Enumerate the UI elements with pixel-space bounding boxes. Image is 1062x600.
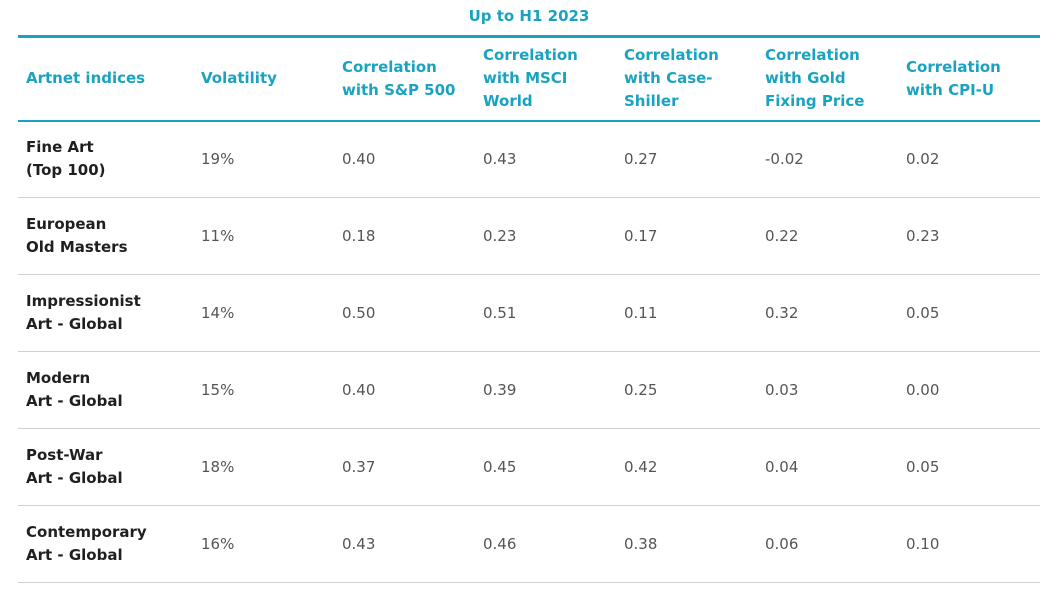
gold-fixing-cell: 0.32 <box>765 303 799 322</box>
row-name-line: Impressionist <box>26 292 141 310</box>
gold-fixing-cell: 0.22 <box>765 226 799 245</box>
table-row: Impressionist Art - Global 14% 0.50 0.51… <box>18 275 1040 352</box>
gold-fixing-cell: 0.04 <box>765 457 799 476</box>
cpi-u-cell: 0.10 <box>906 534 940 553</box>
msci-world-cell: 0.46 <box>483 534 517 553</box>
header-line: Artnet indices <box>26 69 146 88</box>
sp500-cell: 0.40 <box>342 380 376 399</box>
row-name-cell: Fine Art (Top 100) <box>18 121 193 198</box>
msci-world-cell: 0.39 <box>483 380 517 399</box>
row-name-line: Post-War <box>26 446 103 464</box>
volatility-cell: 18% <box>201 457 235 476</box>
row-name-line: Modern <box>26 369 91 387</box>
header-line: with MSCI <box>483 69 568 88</box>
msci-world-cell: 0.23 <box>483 226 517 245</box>
case-shiller-cell: 0.27 <box>624 149 658 168</box>
msci-world-cell: 0.43 <box>483 149 517 168</box>
volatility-cell: 11% <box>201 226 235 245</box>
row-name-line: Art - Global <box>26 546 123 564</box>
header-corr-msci-world: Correlation with MSCI World <box>475 37 616 121</box>
cpi-u-cell: 0.05 <box>906 303 940 322</box>
volatility-cell: 14% <box>201 303 235 322</box>
header-line: World <box>483 92 533 111</box>
header-line: with Case- <box>624 69 713 88</box>
header-corr-sp500: Correlation with S&P 500 <box>334 37 475 121</box>
gold-fixing-cell: -0.02 <box>765 149 804 168</box>
table-caption: Up to H1 2023 <box>468 7 590 25</box>
msci-world-cell: 0.51 <box>483 303 517 322</box>
header-line: Correlation <box>624 46 719 65</box>
table-row: European Old Masters 11% 0.18 0.23 0.17 … <box>18 198 1040 275</box>
table-row: Post-War Art - Global 18% 0.37 0.45 0.42… <box>18 429 1040 506</box>
header-corr-case-shiller: Correlation with Case- Shiller <box>616 37 757 121</box>
header-line: with Gold <box>765 69 846 88</box>
cpi-u-cell: 0.00 <box>906 380 940 399</box>
header-line: Correlation <box>483 46 578 65</box>
sp500-cell: 0.40 <box>342 149 376 168</box>
row-name-cell: Contemporary Art - Global <box>18 506 193 583</box>
header-volatility: Volatility <box>193 37 334 121</box>
row-name-cell: Modern Art - Global <box>18 352 193 429</box>
header-row: Artnet indices Volatility Correlation wi… <box>18 36 1040 121</box>
row-name-cell: European Old Masters <box>18 198 193 275</box>
gold-fixing-cell: 0.03 <box>765 380 799 399</box>
sp500-cell: 0.37 <box>342 457 376 476</box>
cpi-u-cell: 0.02 <box>906 149 940 168</box>
msci-world-cell: 0.45 <box>483 457 517 476</box>
header-line: Volatility <box>201 69 277 88</box>
case-shiller-cell: 0.17 <box>624 226 658 245</box>
row-name-line: Art - Global <box>26 469 123 487</box>
header-line: Correlation <box>906 57 1001 76</box>
header-line: with S&P 500 <box>342 80 456 99</box>
case-shiller-cell: 0.11 <box>624 303 658 322</box>
header-line: Correlation <box>342 57 437 76</box>
header-corr-gold-fixing: Correlation with Gold Fixing Price <box>757 37 898 121</box>
header-line: Correlation <box>765 46 860 65</box>
row-name-line: Art - Global <box>26 392 123 410</box>
sp500-cell: 0.43 <box>342 534 376 553</box>
row-name-line: Fine Art <box>26 138 94 157</box>
table-row: Fine Art (Top 100) 19% 0.40 0.43 0.27 -0… <box>18 121 1040 198</box>
volatility-cell: 15% <box>201 380 235 399</box>
sp500-cell: 0.18 <box>342 226 376 245</box>
row-name-line: Old Masters <box>26 238 128 256</box>
header-corr-cpi-u: Correlation with CPI-U <box>898 37 1040 121</box>
table-header: Artnet indices Volatility Correlation wi… <box>18 36 1040 121</box>
cpi-u-cell: 0.23 <box>906 226 940 245</box>
row-name-cell: Post-War Art - Global <box>18 429 193 506</box>
sp500-cell: 0.50 <box>342 303 376 322</box>
header-line: Shiller <box>624 92 679 111</box>
volatility-cell: 16% <box>201 534 235 553</box>
table-row: Contemporary Art - Global 16% 0.43 0.46 … <box>18 506 1040 583</box>
cpi-u-cell: 0.05 <box>906 457 940 476</box>
header-line: Fixing Price <box>765 92 865 111</box>
table-row: Modern Art - Global 15% 0.40 0.39 0.25 0… <box>18 352 1040 429</box>
case-shiller-cell: 0.42 <box>624 457 658 476</box>
gold-fixing-cell: 0.06 <box>765 534 799 553</box>
row-name-line: Contemporary <box>26 523 147 541</box>
case-shiller-cell: 0.38 <box>624 534 658 553</box>
table-body: Fine Art (Top 100) 19% 0.40 0.43 0.27 -0… <box>18 121 1040 583</box>
row-name-cell: Impressionist Art - Global <box>18 275 193 352</box>
header-artnet-indices: Artnet indices <box>18 37 193 121</box>
row-name-line: European <box>26 215 107 233</box>
row-name-line: (Top 100) <box>26 161 106 180</box>
volatility-cell: 19% <box>201 149 235 168</box>
header-line: with CPI-U <box>906 80 995 99</box>
correlation-table: Artnet indices Volatility Correlation wi… <box>18 35 1040 583</box>
row-name-line: Art - Global <box>26 315 123 333</box>
case-shiller-cell: 0.25 <box>624 380 658 399</box>
